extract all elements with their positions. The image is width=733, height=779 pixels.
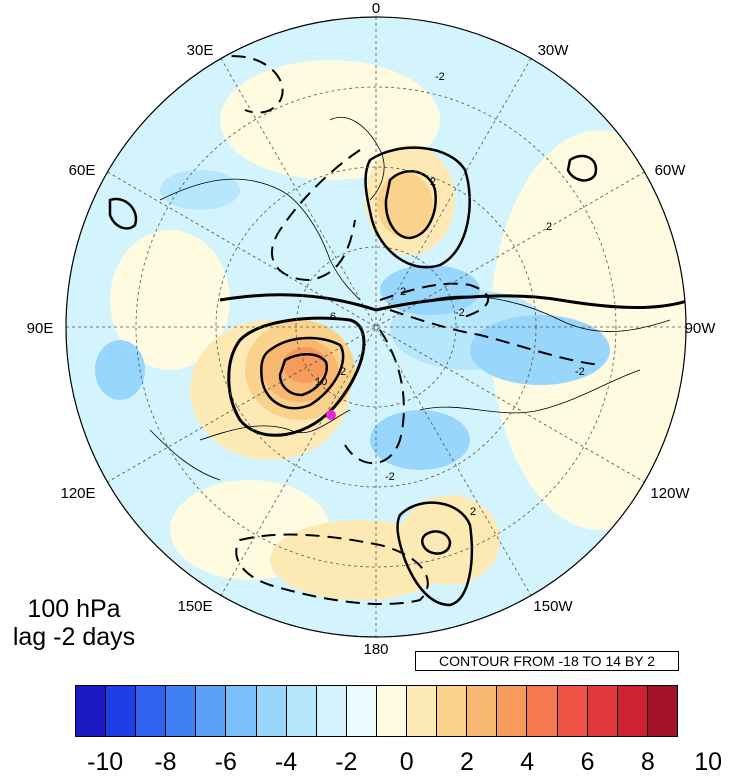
- contour-value-label: 2: [340, 366, 346, 378]
- colorbar-segment: [256, 686, 287, 736]
- longitude-label: 60W: [654, 162, 686, 179]
- colorbar-tick-label: 6: [580, 748, 595, 776]
- title-lag: lag -2 days: [12, 623, 136, 651]
- colorbar: [75, 685, 678, 737]
- colorbar-segment: [557, 686, 588, 736]
- colorbar-segment: [316, 686, 347, 736]
- contour-value-labels: -2 2 2 -2 2 6 10 2 -2 -2 2: [315, 71, 585, 518]
- colorbar-segment: [467, 686, 498, 736]
- contour-value-label: 2: [546, 221, 552, 233]
- colorbar-segment: [587, 686, 618, 736]
- longitude-label: 120W: [650, 485, 690, 502]
- longitude-label: 0: [371, 0, 381, 17]
- longitude-label: 60E: [68, 162, 96, 179]
- colorbar-segment: [376, 686, 408, 736]
- location-marker: [326, 410, 336, 420]
- colorbar-tick-label: -4: [274, 748, 298, 776]
- title-pressure-level: 100 hPa: [27, 595, 121, 623]
- longitude-label: 180: [363, 641, 389, 658]
- colorbar-tick-label: -2: [335, 748, 358, 776]
- contour-value-label: 10: [315, 376, 327, 388]
- contour-lines: [108, 55, 686, 607]
- contour-value-label: -2: [575, 366, 585, 378]
- colorbar-tick-label: -10: [87, 748, 124, 776]
- colorbar-segment: [437, 686, 468, 736]
- map-border: [65, 16, 687, 638]
- colorbar-segment: [196, 686, 227, 736]
- contour-value-label: -2: [435, 71, 445, 83]
- colorbar-tick-label: -6: [214, 748, 237, 776]
- colorbar-segment: [617, 686, 648, 736]
- longitude-label: 30E: [186, 42, 214, 59]
- longitude-label: 90W: [684, 320, 716, 337]
- longitude-label: 30W: [537, 42, 569, 59]
- coastlines: [149, 117, 671, 481]
- colorbar-segment: [136, 686, 167, 736]
- colorbar-tick-label: -8: [154, 748, 177, 776]
- colorbar-tick-label: 4: [520, 748, 535, 776]
- colorbar-tick-label: 10: [694, 748, 723, 776]
- contour-value-label: 2: [470, 506, 476, 518]
- longitude-label: 150W: [533, 598, 573, 615]
- colorbar-segment: [166, 686, 197, 736]
- colorbar-segment: [106, 686, 137, 736]
- colorbar-segment: [346, 686, 377, 736]
- colorbar-segment: [407, 686, 438, 736]
- contour-value-label: 2: [400, 286, 406, 298]
- colorbar-segment: [286, 686, 317, 736]
- longitude-label: 120E: [60, 485, 96, 502]
- colorbar-segment: [226, 686, 257, 736]
- longitude-label: 150E: [177, 598, 213, 615]
- colorbar-segment: [497, 686, 528, 736]
- graticule: [66, 17, 686, 637]
- colorbar-segment: [527, 686, 558, 736]
- contour-value-label: -2: [455, 307, 465, 319]
- colorbar-segment: [76, 686, 107, 736]
- colorbar-tick-label: 8: [640, 748, 655, 776]
- colorbar-segment: [647, 686, 677, 736]
- contour-value-label: -2: [385, 471, 395, 483]
- contour-value-label: 6: [330, 311, 336, 323]
- colorbar-tick-label: 2: [459, 748, 474, 776]
- contour-value-label: 2: [430, 176, 436, 188]
- colorbar-tick-label: 0: [399, 748, 414, 776]
- longitude-label: 90E: [26, 320, 54, 337]
- contour-info-box: CONTOUR FROM -18 TO 14 BY 2: [415, 651, 679, 671]
